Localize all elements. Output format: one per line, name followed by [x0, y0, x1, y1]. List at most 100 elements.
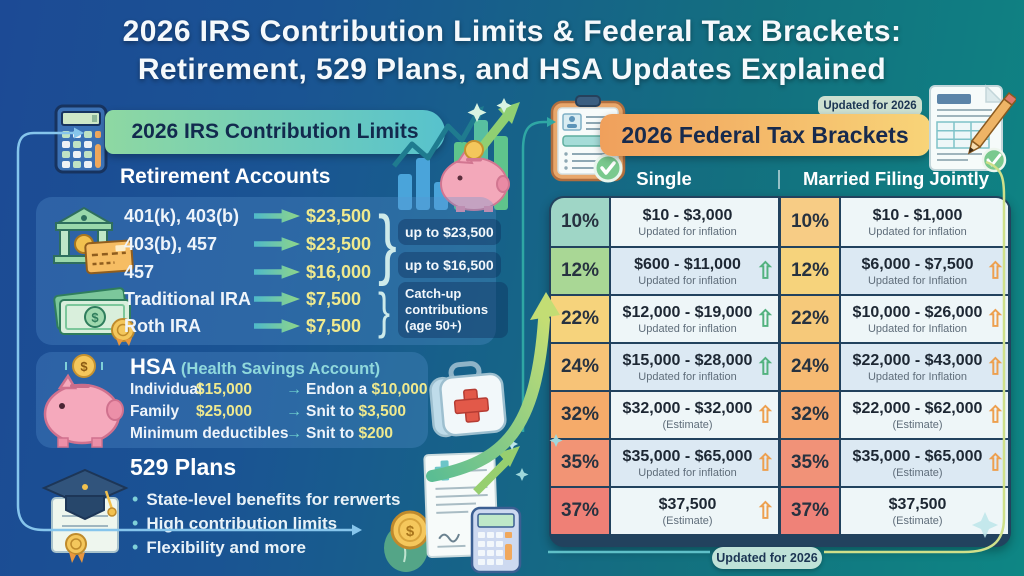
tax-note: (Estimate) — [662, 514, 713, 527]
up-arrow-icon: ⇧ — [755, 353, 775, 380]
limit-note: up to $16,500 — [398, 252, 501, 278]
tax-row: 37% $37,500 (Estimate) — [781, 486, 1008, 534]
tax-range-cell: $22,000 - $62,000 (Estimate) ⇧ — [841, 392, 1008, 438]
tax-row: 10% $10 - $1,000 Updated for inflation — [781, 198, 1008, 246]
piggy-bank-icon: $ — [43, 354, 124, 448]
right-arrow-icon — [254, 292, 300, 306]
tax-note: Updated for Inflation — [867, 274, 968, 287]
tax-row: 32% $22,000 - $62,000 (Estimate) ⇧ — [781, 390, 1008, 438]
up-arrow-icon: ⇧ — [985, 257, 1005, 284]
tax-rate: 35% — [781, 440, 841, 486]
right-arrow-icon — [254, 265, 300, 279]
right-arrow-icon — [254, 237, 300, 251]
tax-range: $10 - $1,000 — [872, 206, 963, 224]
tax-note: Updated for inflation — [638, 274, 737, 287]
tax-range-cell: $10,000 - $26,000 Updated for Inflation … — [841, 296, 1008, 342]
calculator-icon — [54, 104, 108, 174]
tax-row: 12% $600 - $11,000 Updated for inflation… — [551, 246, 778, 294]
bullet-icon: • — [132, 489, 139, 509]
hsa-label: Individual — [130, 381, 203, 398]
group-brace: } — [378, 199, 397, 287]
up-arrow-icon: ⇧ — [985, 401, 1005, 428]
right-arrow-icon — [254, 319, 300, 333]
tax-rate: 32% — [781, 392, 841, 438]
tax-range: $15,000 - $28,000 — [622, 351, 753, 369]
tax-range: $6,000 - $7,500 — [861, 255, 974, 273]
header-divider — [778, 170, 780, 189]
catchup-note: Catch-up contributions (age 50+) — [398, 282, 508, 338]
tax-row: 12% $6,000 - $7,500 Updated for Inflatio… — [781, 246, 1008, 294]
tax-range: $10 - $3,000 — [642, 206, 733, 224]
table-divider — [778, 198, 781, 545]
up-arrow-icon: ⇧ — [755, 497, 775, 524]
bullet-icon: • — [132, 537, 139, 557]
tax-row: 24% $15,000 - $28,000 Updated for inflat… — [551, 342, 778, 390]
tax-brackets-table: 10% $10 - $3,000 Updated for inflation 1… — [549, 196, 1011, 547]
tax-range-cell: $600 - $11,000 Updated for inflation ⇧ — [611, 248, 778, 294]
right-arrow-icon: → — [286, 425, 302, 442]
hsa-note-amount: $200 — [358, 425, 394, 442]
up-arrow-icon: ⇧ — [985, 449, 1005, 476]
up-arrow-icon: ⇧ — [755, 257, 775, 284]
married-column: 10% $10 - $1,000 Updated for inflation 1… — [781, 198, 1008, 545]
tax-rate: 37% — [551, 488, 611, 534]
hsa-note-prefix: Snit to — [306, 403, 359, 420]
tax-note: (Estimate) — [662, 418, 713, 431]
account-amount: $7,500 — [306, 288, 362, 309]
tax-range-cell: $37,500 (Estimate) ⇧ — [611, 488, 778, 534]
retirement-heading: Retirement Accounts — [120, 165, 331, 188]
tax-row: 32% $32,000 - $32,000 (Estimate) ⇧ — [551, 390, 778, 438]
tax-row: 35% $35,000 - $65,000 (Estimate) ⇧ — [781, 438, 1008, 486]
hsa-label: Minimum deductibles — [130, 425, 289, 442]
account-label: Roth IRA — [124, 315, 201, 336]
hsa-amount: $15,000 — [196, 381, 253, 398]
tax-range-cell: $12,000 - $19,000 Updated for inflation … — [611, 296, 778, 342]
tax-rate: 37% — [781, 488, 841, 534]
svg-text:$: $ — [406, 523, 415, 540]
tax-rate: 22% — [781, 296, 841, 342]
hsa-note: Endon a $10,000 — [306, 381, 427, 399]
account-label: 457 — [124, 261, 155, 282]
tax-row: 35% $35,000 - $65,000 Updated for inflat… — [551, 438, 778, 486]
tax-range: $10,000 - $26,000 — [852, 303, 983, 321]
right-arrow-icon: → — [286, 381, 302, 398]
tax-rate: 12% — [551, 248, 611, 294]
right-banner: 2026 Federal Tax Brackets — [600, 114, 930, 156]
tax-note: (Estimate) — [892, 514, 943, 527]
tax-range-cell: $6,000 - $7,500 Updated for Inflation ⇧ — [841, 248, 1008, 294]
tax-range: $32,000 - $32,000 — [622, 399, 753, 417]
growth-chart-icon — [392, 98, 520, 212]
tax-note: Updated for Inflation — [867, 322, 968, 335]
tax-note: Updated for inflation — [868, 225, 967, 238]
tax-range: $22,000 - $62,000 — [852, 399, 983, 417]
up-arrow-icon: ⇧ — [985, 353, 1005, 380]
document-calculator-icon: $ — [384, 438, 522, 574]
plans-529-title: 529 Plans — [130, 454, 237, 480]
top-connector-line — [521, 120, 548, 432]
account-label: 403(b), 457 — [124, 233, 218, 254]
tax-range: $35,000 - $65,000 — [622, 447, 753, 465]
up-arrow-icon: ⇧ — [755, 449, 775, 476]
tax-rate: 10% — [551, 198, 611, 246]
tax-note: Updated for inflation — [638, 370, 737, 383]
group-brace: } — [378, 283, 391, 339]
tax-row: 37% $37,500 (Estimate) ⇧ — [551, 486, 778, 534]
tax-rate: 35% — [551, 440, 611, 486]
plans-529-bullet: • State-level benefits for rerwerts — [132, 489, 400, 510]
title-line1: 2026 IRS Contribution Limits & Federal T… — [122, 15, 902, 48]
bullet-text: Flexibility and more — [146, 537, 306, 557]
hsa-title-text: HSA — [130, 354, 177, 379]
tax-range-cell: $35,000 - $65,000 Updated for inflation … — [611, 440, 778, 486]
tax-range-cell: $22,000 - $43,000 Updated for Inflation … — [841, 344, 1008, 390]
account-amount: $16,000 — [306, 261, 372, 282]
hsa-title: HSA (Health Savings Account) — [130, 354, 380, 380]
tax-note: Updated for inflation — [638, 466, 737, 479]
bullet-text: State-level benefits for rerwerts — [146, 489, 401, 509]
hsa-amount: $25,000 — [196, 403, 253, 420]
tax-note: Updated for Inflation — [867, 370, 968, 383]
right-arrow-icon: → — [286, 403, 302, 420]
catchup-line: Catch-up — [405, 286, 462, 301]
account-amount: $23,500 — [306, 205, 372, 226]
page-title: 2026 IRS Contribution Limits & Federal T… — [0, 13, 1024, 89]
